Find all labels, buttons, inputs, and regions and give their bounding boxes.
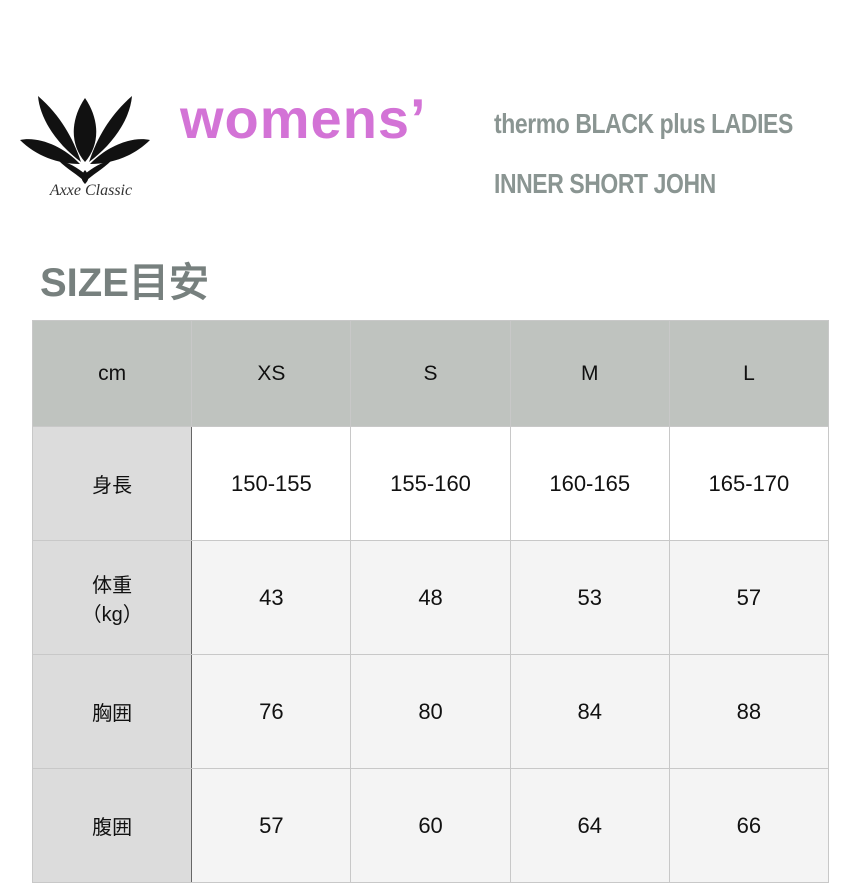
logo-text: Axxe Classic xyxy=(49,182,133,199)
lotus-icon xyxy=(20,96,150,184)
table-row: 体重 （kg） 43 48 53 57 xyxy=(31,540,830,655)
product-name-line2: INNER SHORT JOHN xyxy=(494,168,716,199)
table-cell: 160-165 xyxy=(509,426,670,541)
row-label-main: 体重 xyxy=(92,574,133,597)
table-cell: 80 xyxy=(350,654,511,769)
brand-logo: Axxe Classic xyxy=(18,90,152,210)
header-cell: cm xyxy=(31,320,193,427)
table-cell: 57 xyxy=(191,768,352,883)
table-cell: 43 xyxy=(191,540,352,655)
table-cell: 48 xyxy=(350,540,511,655)
table-row: 身長 150-155 155-160 160-165 165-170 xyxy=(31,426,830,541)
table-cell: 150-155 xyxy=(191,426,352,541)
table-cell: 76 xyxy=(191,654,352,769)
table-cell: 60 xyxy=(350,768,511,883)
table-cell: 66 xyxy=(668,768,830,883)
size-guide-title: SIZE目安 xyxy=(40,261,209,305)
table-cell: 88 xyxy=(668,654,830,769)
table-cell: 57 xyxy=(668,540,830,655)
row-label-unit: （kg） xyxy=(81,603,143,626)
table-row: 腹囲 57 60 64 66 xyxy=(31,768,830,883)
table-header-row: cm XS S M L xyxy=(31,320,830,427)
header-cell: XS xyxy=(191,320,352,427)
row-label: 胸囲 xyxy=(31,654,193,769)
table-cell: 53 xyxy=(509,540,670,655)
header-cell: S xyxy=(350,320,511,427)
womens-heading: womens’ xyxy=(180,87,427,150)
size-table: cm XS S M L 身長 150-155 155-160 160-165 1… xyxy=(31,320,830,883)
header-cell: M xyxy=(509,320,670,427)
table-cell: 64 xyxy=(509,768,670,883)
table-row: 胸囲 76 80 84 88 xyxy=(31,654,830,769)
table-cell: 84 xyxy=(509,654,670,769)
row-label: 体重 （kg） xyxy=(31,540,193,655)
header-cell: L xyxy=(668,320,830,427)
product-name-line1: thermo BLACK plus LADIES xyxy=(494,108,793,139)
table-cell: 165-170 xyxy=(668,426,830,541)
row-label: 腹囲 xyxy=(31,768,193,883)
row-label: 身長 xyxy=(31,426,193,541)
table-cell: 155-160 xyxy=(350,426,511,541)
